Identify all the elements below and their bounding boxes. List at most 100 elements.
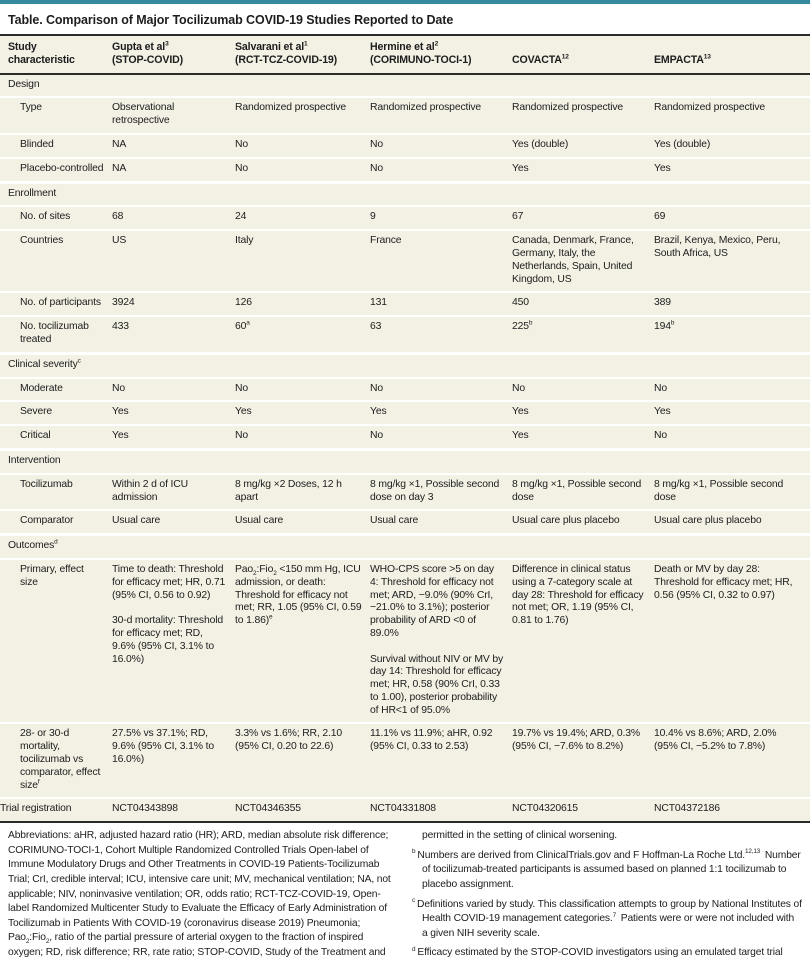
cell: US: [112, 229, 235, 293]
column-header-study-characteristic: Study characteristic: [0, 36, 112, 75]
table-row-countries: Countries US Italy France Canada, Denmar…: [0, 229, 810, 293]
cell: Canada, Denmark, France, Germany, Italy,…: [512, 229, 654, 293]
cell: 131: [370, 291, 512, 317]
cell: NA: [112, 132, 235, 158]
column-header-empacta: EMPACTA13: [654, 36, 810, 75]
cell: Brazil, Kenya, Mexico, Peru, South Afric…: [654, 229, 810, 293]
cell: No: [112, 376, 235, 402]
cell: No: [370, 132, 512, 158]
row-label: Moderate: [0, 376, 112, 402]
cell: WHO-CPS score >5 on day 4: Threshold for…: [370, 557, 512, 724]
cell: 24: [235, 205, 370, 231]
footnote-d-text: Efficacy estimated by the STOP-COVID inv…: [417, 947, 783, 959]
cell: No: [235, 376, 370, 402]
cell: 67: [512, 205, 654, 231]
cell: Difference in clinical status using a 7-…: [512, 557, 654, 724]
footnote-d-marker: d: [412, 946, 416, 953]
cell: 63: [370, 315, 512, 354]
section-row-outcomes: Outcomesd: [0, 533, 810, 559]
cell: Yes: [112, 424, 235, 450]
cell: 3.3% vs 1.6%; RR, 2.10 (95% CI, 0.20 to …: [235, 722, 370, 799]
cell: Yes: [370, 400, 512, 426]
cell: 225b: [512, 315, 654, 354]
cell: Usual care plus placebo: [512, 509, 654, 535]
footnotes-right-column: permitted in the setting of clinical wor…: [412, 829, 802, 959]
section-row-enrollment: Enrollment: [0, 180, 810, 207]
cell: 68: [112, 205, 235, 231]
cell: Randomized prospective: [235, 96, 370, 134]
cell: Death or MV by day 28: Threshold for eff…: [654, 557, 810, 724]
column-header-covacta: COVACTA12: [512, 36, 654, 75]
cell: 11.1% vs 11.9%; aHR, 0.92 (95% CI, 0.33 …: [370, 722, 512, 799]
cell: Randomized prospective: [370, 96, 512, 134]
row-label: Placebo-controlled: [0, 156, 112, 183]
cell: Randomized prospective: [654, 96, 810, 134]
cell: Within 2 d of ICU admission: [112, 472, 235, 511]
cell: NCT04320615: [512, 797, 654, 824]
cell: Italy: [235, 229, 370, 293]
cell: 8 mg/kg ×1, Possible second dose: [654, 472, 810, 511]
cell: No: [370, 376, 512, 402]
table-row-no-of-participants: No. of participants 3924 126 131 450 389: [0, 291, 810, 317]
row-label: Tocilizumab: [0, 472, 112, 511]
row-label: No. of participants: [0, 291, 112, 317]
cell: 8 mg/kg ×1, Possible second dose on day …: [370, 472, 512, 511]
cell: Yes (double): [654, 132, 810, 158]
section-row-design: Design: [0, 74, 810, 98]
row-label: Trial registration: [0, 797, 112, 824]
cell: 19.7% vs 19.4%; ARD, 0.3% (95% CI, −7.6%…: [512, 722, 654, 799]
section-row-intervention: Intervention: [0, 447, 810, 474]
table-row-tocilizumab: Tocilizumab Within 2 d of ICU admission …: [0, 472, 810, 511]
cell: No: [370, 156, 512, 183]
comparison-table: Study characteristic Gupta et al3 (STOP-…: [0, 36, 810, 824]
row-label: 28- or 30-d mortality, tocilizumab vs co…: [0, 722, 112, 799]
cell: Usual care plus placebo: [654, 509, 810, 535]
section-label: Clinical severityc: [0, 351, 810, 378]
cell: 433: [112, 315, 235, 354]
cell: 27.5% vs 37.1%; RD, 9.6% (95% CI, 3.1% t…: [112, 722, 235, 799]
footnote-c: c Definitions varied by study. This class…: [412, 898, 802, 942]
row-label: No. of sites: [0, 205, 112, 231]
cell: Yes: [112, 400, 235, 426]
cell: 69: [654, 205, 810, 231]
cell: Yes: [512, 156, 654, 183]
footnote-b: b Numbers are derived from ClinicalTrials…: [412, 849, 802, 893]
cell: 60a: [235, 315, 370, 354]
cell: No: [235, 132, 370, 158]
row-label: No. tocilizumab treated: [0, 315, 112, 354]
table-row-primary-effect-size: Primary, effect size Time to death: Thre…: [0, 557, 810, 724]
cell: Usual care: [235, 509, 370, 535]
footnotes: Abbreviations: aHR, adjusted hazard rati…: [0, 823, 810, 959]
cell: Yes: [512, 400, 654, 426]
cell: Yes: [512, 424, 654, 450]
cell: 194b: [654, 315, 810, 354]
table-row-moderate: Moderate No No No No No: [0, 376, 810, 402]
cell: No: [512, 376, 654, 402]
table-row-type: Type Observational retrospective Randomi…: [0, 96, 810, 134]
header-row: Study characteristic Gupta et al3 (STOP-…: [0, 36, 810, 75]
cell: 450: [512, 291, 654, 317]
cell: 9: [370, 205, 512, 231]
row-label: Primary, effect size: [0, 557, 112, 724]
section-label: Design: [8, 78, 40, 90]
column-header-hermine: Hermine et al2 (CORIMUNO-TOCI-1): [370, 36, 512, 75]
cell: Pao2:Fio2 <150 mm Hg, ICU admission, or …: [235, 557, 370, 724]
row-label: Type: [0, 96, 112, 134]
footnote-c-text: Definitions varied by study. This classi…: [417, 898, 802, 939]
section-label: Intervention: [0, 447, 810, 474]
cell: Yes: [654, 156, 810, 183]
cell: NCT04331808: [370, 797, 512, 824]
cell: No: [654, 376, 810, 402]
abbreviations-note: Abbreviations: aHR, adjusted hazard rati…: [8, 830, 391, 959]
row-label: Blinded: [0, 132, 112, 158]
cell: NCT04372186: [654, 797, 810, 824]
cell: 10.4% vs 8.6%; ARD, 2.0% (95% CI, −5.2% …: [654, 722, 810, 799]
cell: NCT04343898: [112, 797, 235, 824]
table-row-trial-registration: Trial registration NCT04343898 NCT043463…: [0, 797, 810, 824]
cell: NCT04346355: [235, 797, 370, 824]
page-title: Table. Comparison of Major Tocilizumab C…: [0, 4, 810, 36]
row-label: Comparator: [0, 509, 112, 535]
cell: Usual care: [112, 509, 235, 535]
section-label: Enrollment: [0, 180, 810, 207]
